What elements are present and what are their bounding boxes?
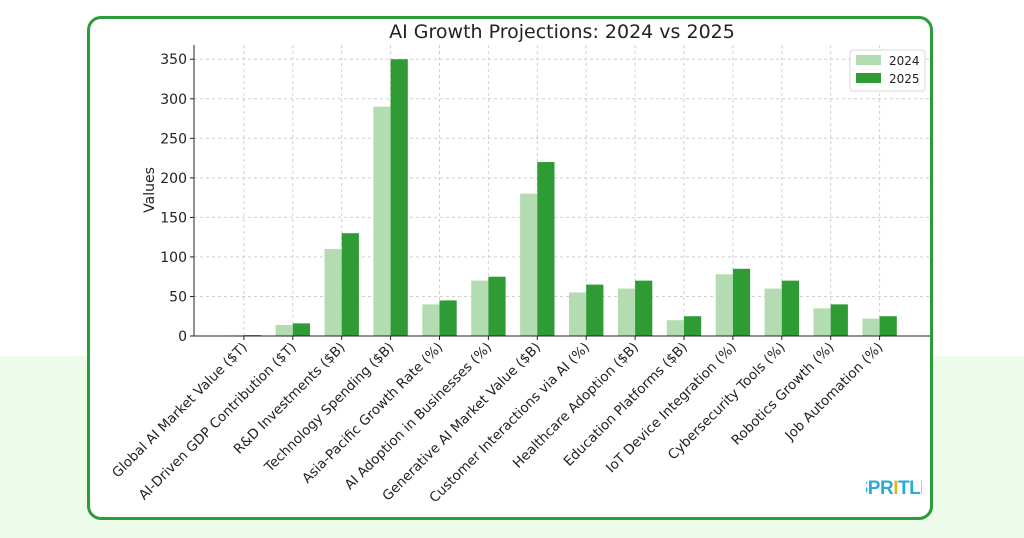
bar-2025-6 bbox=[537, 162, 555, 336]
y-tick-label: 200 bbox=[160, 171, 187, 187]
legend: 2024 2025 bbox=[849, 49, 926, 92]
bar-2024-1 bbox=[275, 324, 293, 336]
legend-label-2024: 2024 bbox=[889, 54, 920, 68]
bar-2025-11 bbox=[781, 280, 799, 336]
bar-2024-6 bbox=[520, 193, 538, 336]
legend-swatch-2025 bbox=[856, 73, 881, 83]
bar-2024-9 bbox=[666, 320, 684, 336]
bar-2024-4 bbox=[422, 304, 440, 336]
y-tick-label: 250 bbox=[160, 131, 187, 147]
bar-2024-13 bbox=[862, 318, 880, 336]
logo-letter: T bbox=[898, 478, 910, 499]
bar-2025-2 bbox=[341, 233, 359, 336]
logo-letter: P bbox=[868, 478, 881, 499]
bar-2025-10 bbox=[732, 268, 751, 336]
logo-letter: E bbox=[920, 478, 922, 499]
logo-text: SPRITLE bbox=[866, 478, 922, 499]
axes bbox=[193, 45, 930, 337]
y-tick-label: 0 bbox=[178, 329, 187, 345]
sprite-logo: SPRITLE bbox=[866, 478, 922, 499]
y-tick-label: 100 bbox=[160, 250, 187, 266]
bar-2025-1 bbox=[292, 323, 310, 336]
y-tick-label: 150 bbox=[160, 210, 187, 226]
gridlines bbox=[194, 45, 930, 336]
x-tick-label: Job Automation (%) bbox=[782, 340, 887, 445]
chart-frame bbox=[87, 16, 933, 520]
legend-label-2025: 2025 bbox=[889, 72, 920, 86]
bar-2024-10 bbox=[715, 274, 733, 336]
logo-letter: I bbox=[893, 478, 898, 499]
bar-2025-5 bbox=[488, 276, 506, 336]
y-tick-label: 300 bbox=[160, 92, 187, 108]
bar-2025-3 bbox=[390, 59, 408, 336]
chart-title: AI Growth Projections: 2024 vs 2025 bbox=[389, 21, 735, 43]
bar-2025-8 bbox=[635, 280, 653, 336]
bar-2025-7 bbox=[586, 284, 604, 336]
bar-2024-2 bbox=[324, 249, 342, 336]
y-tick-label: 350 bbox=[160, 52, 187, 68]
bar-2024-12 bbox=[813, 308, 831, 336]
bar-2025-4 bbox=[439, 300, 457, 336]
x-tick-labels: Global AI Market Value ($T)AI-Driven GDP… bbox=[109, 336, 886, 506]
bar-2025-9 bbox=[684, 316, 702, 336]
logo-letter: R bbox=[880, 478, 894, 499]
legend-swatch-2024 bbox=[856, 55, 881, 65]
y-tick-label: 50 bbox=[169, 289, 187, 305]
bar-2025-13 bbox=[879, 316, 897, 336]
logo-letter: S bbox=[866, 478, 868, 499]
y-tick-labels: 0 50 100 150 200 250 300 350 bbox=[160, 52, 194, 345]
bar-2024-7 bbox=[569, 292, 587, 336]
bar-2025-12 bbox=[830, 304, 848, 336]
bar-2024-5 bbox=[471, 280, 489, 336]
logo-letter: L bbox=[909, 478, 921, 499]
bar-2024-8 bbox=[617, 288, 636, 336]
bar-2024-11 bbox=[764, 288, 782, 336]
bar-2024-3 bbox=[373, 106, 391, 336]
bars bbox=[226, 59, 897, 336]
y-axis-label: Values bbox=[142, 167, 158, 213]
